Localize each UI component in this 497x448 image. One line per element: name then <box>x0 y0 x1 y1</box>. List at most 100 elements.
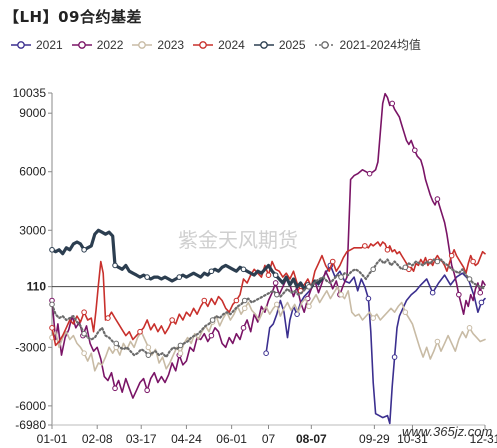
series-marker-4 <box>49 246 55 253</box>
series-marker-5 <box>209 317 216 323</box>
series-marker-1 <box>412 147 418 154</box>
series-marker-2 <box>177 350 184 356</box>
legend-swatch <box>132 40 153 49</box>
legend-swatch <box>11 40 31 49</box>
y-tick-label: 6000 <box>19 165 46 179</box>
series-marker-1 <box>477 289 484 296</box>
series-marker-2 <box>81 350 87 356</box>
legend-item-5: 2021-2024均值 <box>314 36 421 53</box>
series-marker-2 <box>145 344 152 351</box>
series-marker-1 <box>434 196 441 202</box>
series-marker-1 <box>456 291 462 298</box>
legend-label: 2021-2024均值 <box>339 38 421 52</box>
series-marker-1 <box>208 332 215 339</box>
series-marker-3 <box>105 315 111 321</box>
y-tick-label: -6000 <box>15 399 46 413</box>
legend-swatch <box>253 40 274 49</box>
series-marker-1 <box>366 170 373 177</box>
series-marker-0 <box>478 299 485 306</box>
series-marker-2 <box>434 338 441 345</box>
series-marker-1 <box>389 100 396 107</box>
y-tick-label: -3000 <box>15 340 46 354</box>
site-watermark: www.365jz.com <box>402 424 492 439</box>
legend-item-1: 2022 <box>71 37 124 52</box>
series-marker-5 <box>306 284 312 290</box>
series-marker-1 <box>112 385 118 392</box>
y-tick-label: 10035 <box>13 86 47 100</box>
series-marker-4 <box>208 268 215 275</box>
series-marker-5 <box>338 274 344 280</box>
series-marker-0 <box>365 295 372 302</box>
series-marker-5 <box>81 330 87 337</box>
legend-swatch <box>314 40 335 49</box>
legend-label: 2022 <box>96 37 124 52</box>
series-marker-3 <box>448 252 455 259</box>
y-tick-label: 3000 <box>19 223 46 237</box>
series-marker-2 <box>338 291 344 298</box>
series-line-2 <box>51 286 486 372</box>
series-marker-4 <box>112 262 118 269</box>
series-marker-2 <box>370 315 376 321</box>
series-marker-1 <box>144 387 150 394</box>
legend-swatch <box>193 40 214 49</box>
series-marker-5 <box>145 352 152 358</box>
series-marker-0 <box>263 350 269 356</box>
series-marker-3 <box>329 258 336 265</box>
series-marker-5 <box>113 340 120 347</box>
series-marker-3 <box>81 309 87 316</box>
series-marker-3 <box>201 297 208 304</box>
series-marker-1 <box>240 325 247 331</box>
series-marker-2 <box>466 325 473 331</box>
series-marker-3 <box>384 246 391 253</box>
x-tick-label: 12-31 <box>470 432 497 446</box>
series-marker-3 <box>265 272 272 278</box>
series-marker-0 <box>294 311 300 317</box>
series-marker-2 <box>402 309 409 316</box>
series-marker-5 <box>177 342 184 349</box>
series-marker-2 <box>241 305 248 312</box>
series-marker-4 <box>240 266 247 273</box>
x-tick-label: 10-31 <box>397 432 428 446</box>
series-line-5 <box>50 258 487 359</box>
x-tick-label: 08-07 <box>296 432 327 446</box>
series-marker-2 <box>274 301 280 308</box>
legend-item-4: 2025 <box>253 38 306 52</box>
legend-label: 2024 <box>218 37 245 52</box>
legend-label: 2021 <box>36 37 63 52</box>
series-marker-3 <box>362 243 368 249</box>
legend-swatch <box>71 40 92 49</box>
legend-item-2: 2023 <box>131 38 184 52</box>
x-tick-label: 02-08 <box>82 432 113 446</box>
series-marker-3 <box>233 297 240 304</box>
y-tick-label: 110 <box>27 280 47 294</box>
watermark-text: 紫金天风期货 <box>178 228 298 252</box>
x-tick-label: 06-01 <box>216 432 247 446</box>
y-tick-label: 9000 <box>19 106 46 120</box>
legend-label: 2023 <box>157 37 185 52</box>
series-marker-2 <box>306 303 312 310</box>
series-marker-0 <box>391 354 398 360</box>
series-marker-1 <box>272 280 279 286</box>
series-marker-5 <box>274 291 280 298</box>
series-marker-5 <box>402 264 409 271</box>
series-marker-3 <box>49 325 55 331</box>
series-marker-4 <box>272 272 279 278</box>
series-marker-5 <box>434 258 441 265</box>
legend-item-3: 2024 <box>192 38 245 52</box>
series-marker-5 <box>466 276 473 282</box>
series-marker-5 <box>241 297 248 304</box>
series-marker-3 <box>137 328 143 335</box>
x-tick-label: 09-29 <box>359 432 390 446</box>
series-marker-3 <box>169 317 175 323</box>
series-marker-4 <box>176 274 183 280</box>
x-tick-label: 03-17 <box>126 432 157 446</box>
series-marker-5 <box>49 301 55 308</box>
x-tick-label: 01-01 <box>37 432 68 446</box>
series-marker-4 <box>81 246 87 253</box>
legend-label: 2025 <box>278 37 306 52</box>
series-marker-3 <box>470 258 476 265</box>
chart-legend: 2021 2022 2023 2024 2025 2021-2024均值 <box>10 36 429 53</box>
legend-item-0: 2021 <box>10 38 63 52</box>
y-tick-label: -6980 <box>15 418 46 432</box>
